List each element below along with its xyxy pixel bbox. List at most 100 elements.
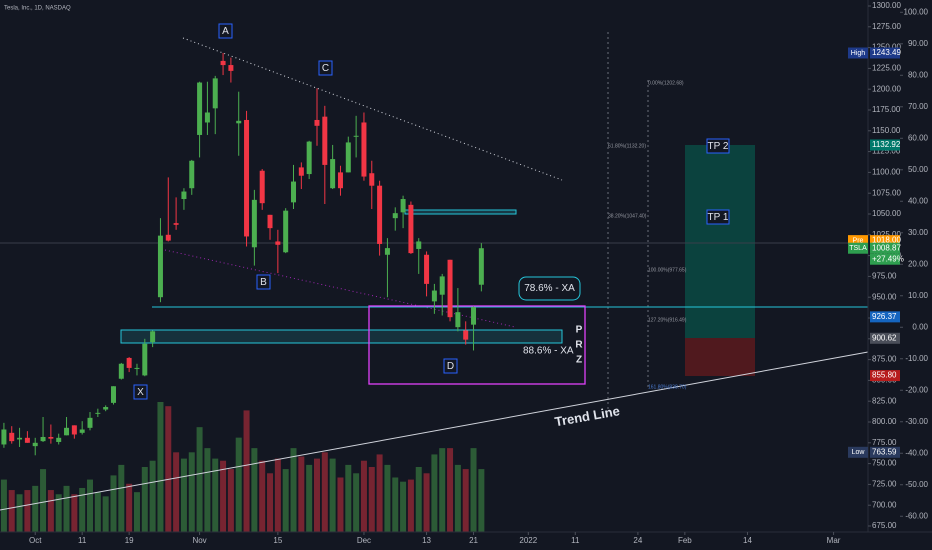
candle-body (56, 437, 62, 442)
volume-bar (235, 437, 242, 532)
label-box (218, 23, 233, 39)
x-tick-label: 2022 (519, 536, 537, 545)
candle-body (369, 173, 375, 186)
volume-bar (337, 477, 344, 532)
volume-bar (118, 464, 125, 532)
name-badge (848, 47, 868, 59)
volume-bar (102, 496, 109, 532)
candle-body (463, 330, 469, 340)
x-tick-label: 14 (743, 536, 752, 545)
y2-tick-label: 80.00 (908, 70, 929, 79)
candle-body (392, 213, 398, 219)
name-badge-text: TSLA (849, 245, 867, 252)
name-badge-text: Low (852, 449, 866, 456)
volume-bar (306, 464, 313, 532)
candle-body (197, 82, 203, 135)
fib-label: 61.80%(1132.20) (608, 143, 646, 149)
label-box (318, 60, 333, 76)
fib-label: 0.00%(1202.68) (648, 80, 684, 86)
candle-body (384, 248, 390, 255)
volume-bar (298, 456, 305, 532)
candle-body (455, 312, 461, 328)
fib-label: 100.00%(977.65) (648, 267, 687, 273)
x-tick-label: 13 (422, 536, 431, 545)
volume-bar (157, 402, 164, 532)
volume-bar (55, 494, 62, 532)
candle-body (48, 436, 54, 439)
candle-body (134, 367, 140, 369)
y2-tick-label: 90.00 (908, 39, 929, 48)
candle-body (40, 436, 46, 442)
volume-bar (313, 458, 320, 532)
volume-bar (227, 469, 234, 532)
volume-bar (478, 469, 485, 532)
price-badge-text: 1008.87 (872, 243, 901, 252)
y2-tick-label: 60.00 (908, 133, 929, 142)
volume-bar (384, 464, 391, 532)
candle-body (314, 119, 320, 126)
candle-body (330, 159, 336, 189)
y2-tick-label: 10.00 (908, 291, 929, 300)
volume-bar (173, 452, 180, 532)
price-badge (870, 446, 900, 458)
zone-box (404, 209, 517, 215)
trend-line (0, 351, 869, 511)
volume-bar (415, 467, 422, 532)
price-badge-text: 855.80 (872, 371, 897, 380)
y2-tick-label: 70.00 (908, 102, 929, 111)
volume-bar (400, 481, 407, 532)
volume-bar (79, 487, 86, 532)
candle-body (17, 437, 23, 440)
volume-bar (290, 448, 297, 532)
volume-bar (47, 490, 54, 532)
point-label: A (222, 26, 229, 37)
volume-bar (259, 460, 266, 532)
price-badge (870, 139, 900, 151)
y2-tick-label: -10.00 (905, 354, 928, 363)
candle-body (478, 248, 484, 285)
candle-body (157, 235, 163, 298)
price-badge (870, 47, 900, 59)
target-label: TP 2 (708, 141, 729, 152)
volume-bar (267, 473, 274, 532)
callout (518, 276, 581, 301)
candle-body (431, 290, 437, 302)
y-tick-label: 1250.00 (872, 43, 901, 52)
candle-body (259, 170, 265, 204)
volume-bar (454, 464, 461, 532)
y2-tick-label: 50.00 (908, 165, 929, 174)
candle-body (64, 427, 70, 436)
volume-bar (32, 485, 39, 532)
candle-body (439, 276, 445, 295)
volume-bar (329, 458, 336, 532)
price-badge (870, 235, 900, 247)
volume-bar (353, 473, 360, 532)
volume-bar (220, 460, 227, 532)
price-badge (870, 332, 900, 344)
volume-bar (212, 458, 219, 532)
fib-label: 38.20%(1047.40) (608, 213, 647, 219)
y2-tick-label: 30.00 (908, 228, 929, 237)
price-badge (870, 370, 900, 382)
level-text: 88.6% - XA (523, 346, 574, 357)
name-badge-text: High (851, 50, 866, 57)
x-tick-label: 21 (469, 536, 478, 545)
label-box (443, 358, 458, 374)
y-tick-label: 725.00 (872, 480, 897, 489)
volume-bar (63, 485, 70, 532)
volume-bar (423, 473, 430, 532)
volume-bar (188, 452, 195, 532)
y-tick-label: 1175.00 (872, 105, 901, 114)
candle-body (471, 307, 477, 325)
volume-bar (133, 492, 140, 532)
y-tick-label: 800.00 (872, 417, 897, 426)
candle-body (150, 331, 156, 343)
fib-label: 127.20%(916.49) (648, 317, 687, 323)
point-label: D (447, 361, 454, 372)
candle-body (95, 412, 101, 414)
candle-body (24, 437, 30, 443)
y-tick-label: 875.00 (872, 355, 897, 364)
y-tick-label: 1100.00 (872, 168, 901, 177)
change-badge (870, 253, 900, 265)
